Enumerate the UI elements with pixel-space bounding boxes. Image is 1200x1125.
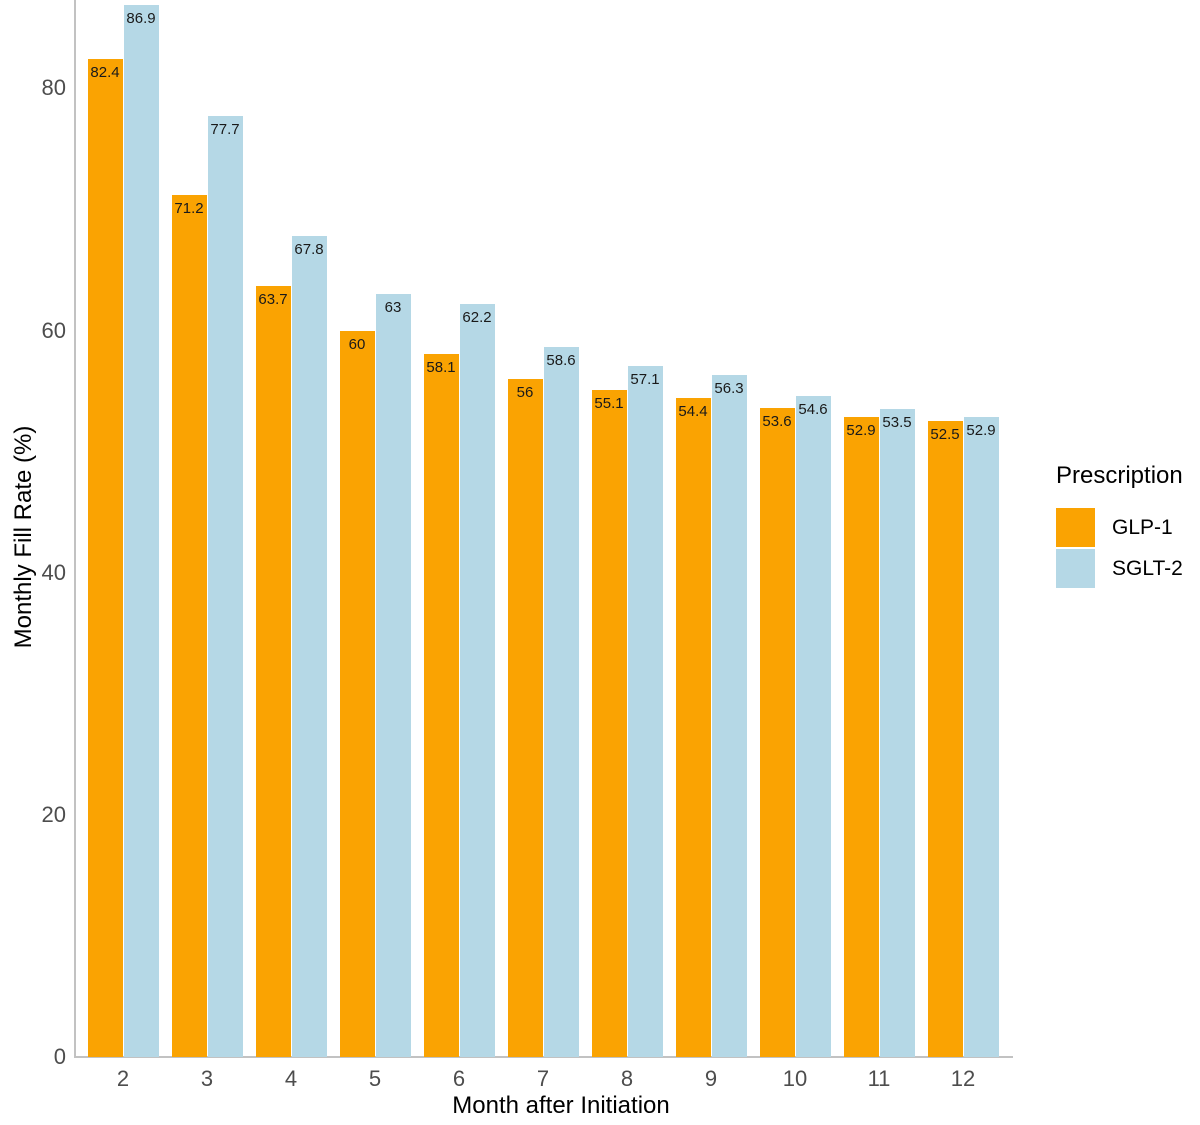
bar-glp-1-month-11 [843,416,879,1057]
y-tick-label: 0 [53,1044,66,1069]
legend-title: Prescription [1056,462,1183,489]
bar-value-label: 63.7 [258,290,288,308]
bar-value-label: 62.2 [462,308,492,326]
y-tick-label: 60 [41,317,66,343]
bar-value-label: 53.5 [882,414,912,432]
x-tick-label: 4 [284,1066,298,1091]
x-tick-label: 11 [867,1066,891,1091]
bar-glp-1-month-2 [87,59,123,1057]
bar-sglt-2-month-2 [123,4,159,1057]
bar-value-label: 56 [516,383,534,401]
bar-value-label: 54.4 [678,403,708,421]
x-tick-label: 5 [368,1066,382,1091]
legend-key-glp-1: GLP-1 [1056,508,1183,547]
bar-glp-1-month-7 [507,378,543,1057]
x-axis-line [74,1056,1013,1058]
x-tick-label: 12 [950,1066,976,1091]
bar-value-label: 58.6 [546,352,576,370]
bar-sglt-2-month-3 [207,116,243,1057]
y-axis-line [74,0,76,1057]
bar-value-label: 60 [348,335,366,353]
legend-swatch-glp-1 [1056,508,1095,547]
legend-label: GLP-1 [1112,515,1173,539]
y-tick-label: 80 [41,75,66,101]
bar-sglt-2-month-6 [459,303,495,1057]
x-tick-label: 6 [452,1066,466,1091]
bar-glp-1-month-4 [255,285,291,1057]
bar-value-label: 58.1 [426,358,456,376]
bar-sglt-2-month-12 [963,416,999,1057]
bar-glp-1-month-10 [759,408,795,1057]
bar-value-label: 86.9 [126,9,156,27]
bar-value-label: 55.1 [594,394,624,412]
bar-value-label: 54.6 [798,400,828,418]
x-tick-label: 2 [116,1066,130,1091]
bar-value-label: 82.4 [90,64,120,82]
bar-glp-1-month-9 [675,398,711,1057]
bar-value-label: 52.9 [966,421,996,439]
bar-sglt-2-month-5 [375,294,411,1057]
bar-value-label: 71.2 [174,199,204,217]
x-axis-title: Month after Initiation [452,1092,670,1119]
x-tick-label: 3 [200,1066,214,1091]
bar-sglt-2-month-8 [627,365,663,1057]
bar-value-label: 63 [384,299,402,317]
legend: Prescription GLP-1 SGLT-2 [1056,462,1183,590]
bar-sglt-2-month-7 [543,347,579,1057]
bar-glp-1-month-3 [171,194,207,1057]
bar-value-label: 52.5 [930,426,960,444]
bar-value-label: 77.7 [210,121,240,139]
bar-sglt-2-month-11 [879,409,915,1057]
legend-swatch-sglt-2 [1056,549,1095,588]
bar-glp-1-month-5 [339,330,375,1057]
y-tick-label: 20 [41,801,66,827]
x-tick-label: 8 [620,1066,634,1091]
x-tick-label: 9 [704,1066,718,1091]
bar-glp-1-month-8 [591,389,627,1057]
bar-value-label: 67.8 [294,241,324,259]
bar-sglt-2-month-10 [795,395,831,1057]
bar-glp-1-month-12 [927,421,963,1057]
legend-keys: GLP-1 SGLT-2 [1056,508,1183,588]
bar-glp-1-month-6 [423,353,459,1057]
legend-label: SGLT-2 [1112,556,1183,580]
bar-value-label: 53.6 [762,413,792,431]
bar-value-label: 52.9 [846,421,876,439]
legend-key-sglt-2: SGLT-2 [1056,549,1183,588]
bar-sglt-2-month-4 [291,236,327,1057]
bar-sglt-2-month-9 [711,375,747,1057]
x-tick-label: 7 [536,1066,550,1091]
y-tick-label: 40 [41,559,66,585]
x-tick-label: 10 [782,1066,808,1091]
bar-value-label: 56.3 [714,380,744,398]
bar-value-label: 57.1 [630,370,660,388]
